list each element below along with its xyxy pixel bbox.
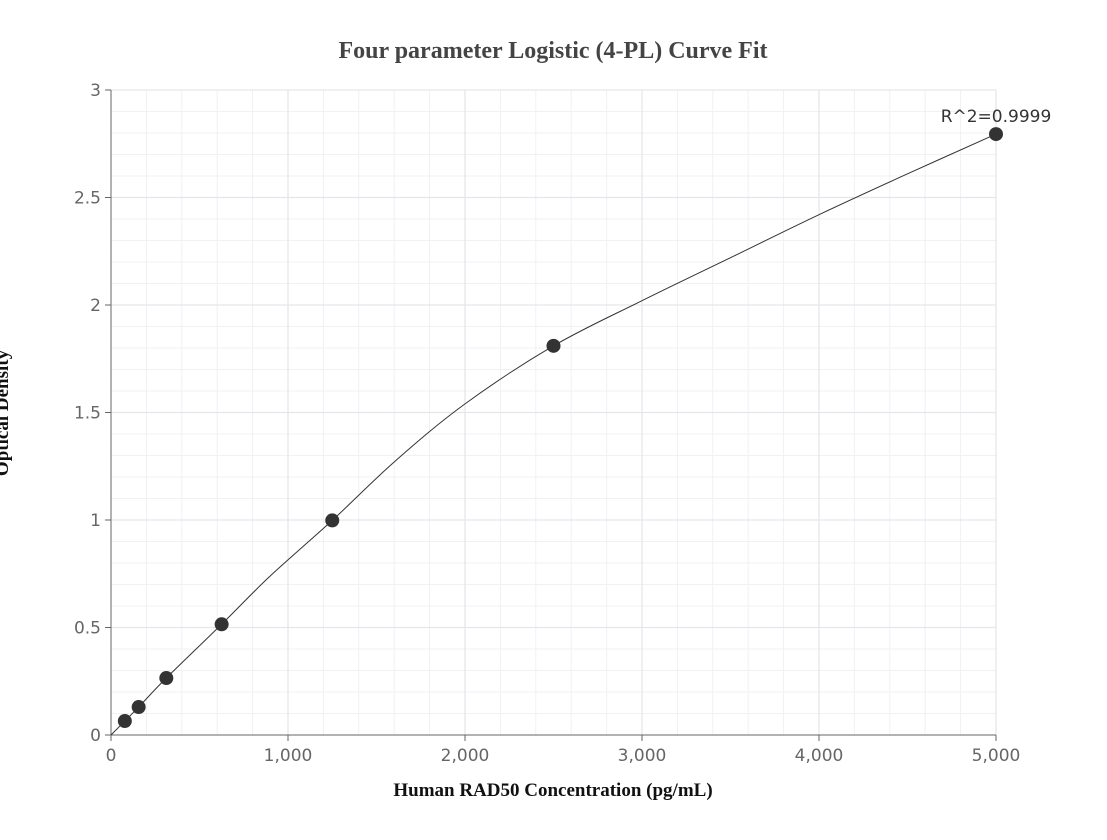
y-tick-label: 1.5 — [74, 404, 101, 424]
major-gridlines — [111, 89, 997, 735]
fit-curve-line — [110, 133, 997, 736]
y-axis-ticks: 0 0.5 1 1.5 2 2.5 3 — [74, 81, 111, 746]
y-tick-label: 2 — [90, 296, 101, 316]
data-point — [325, 513, 340, 528]
y-tick-label: 2.5 — [74, 189, 101, 209]
y-tick-label: 3 — [90, 81, 101, 101]
data-point — [159, 671, 174, 686]
x-tick-label: 2,000 — [441, 746, 490, 766]
data-point — [546, 338, 561, 353]
y-axis-label: Optical Density — [0, 349, 13, 476]
chart-title: Four parameter Logistic (4-PL) Curve Fit — [338, 38, 767, 64]
x-tick-label: 0 — [106, 746, 117, 766]
x-tick-label: 3,000 — [618, 746, 667, 766]
data-point — [131, 700, 146, 715]
x-tick-label: 5,000 — [972, 746, 1021, 766]
y-tick-label: 0 — [90, 726, 101, 746]
data-point — [214, 617, 229, 632]
r-squared-annotation: R^2=0.9999 — [941, 107, 1052, 127]
y-tick-label: 0.5 — [74, 619, 101, 639]
x-axis-ticks: 0 1,000 2,000 3,000 4,000 5,000 — [106, 735, 1021, 766]
x-tick-label: 1,000 — [264, 746, 313, 766]
y-tick-label: 1 — [90, 511, 101, 531]
x-axis-label: Human RAD50 Concentration (pg/mL) — [393, 780, 712, 801]
x-tick-label: 4,000 — [795, 746, 844, 766]
data-point — [989, 127, 1003, 142]
data-points — [117, 127, 1003, 729]
data-point — [117, 714, 132, 729]
